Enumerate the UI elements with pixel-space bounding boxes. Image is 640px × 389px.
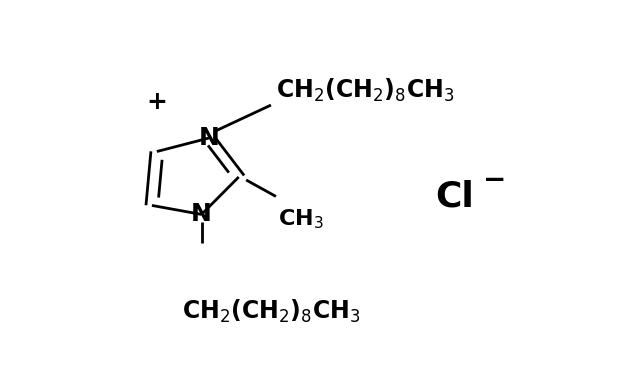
Text: +: + bbox=[147, 90, 167, 114]
Text: CH$_2$(CH$_2$)$_8$CH$_3$: CH$_2$(CH$_2$)$_8$CH$_3$ bbox=[182, 298, 360, 325]
Text: −: − bbox=[483, 166, 506, 194]
Text: CH$_2$(CH$_2$)$_8$CH$_3$: CH$_2$(CH$_2$)$_8$CH$_3$ bbox=[276, 77, 454, 104]
Text: N: N bbox=[198, 126, 220, 150]
Text: Cl: Cl bbox=[435, 179, 474, 214]
Text: N: N bbox=[191, 202, 212, 226]
Text: CH$_3$: CH$_3$ bbox=[278, 207, 324, 231]
